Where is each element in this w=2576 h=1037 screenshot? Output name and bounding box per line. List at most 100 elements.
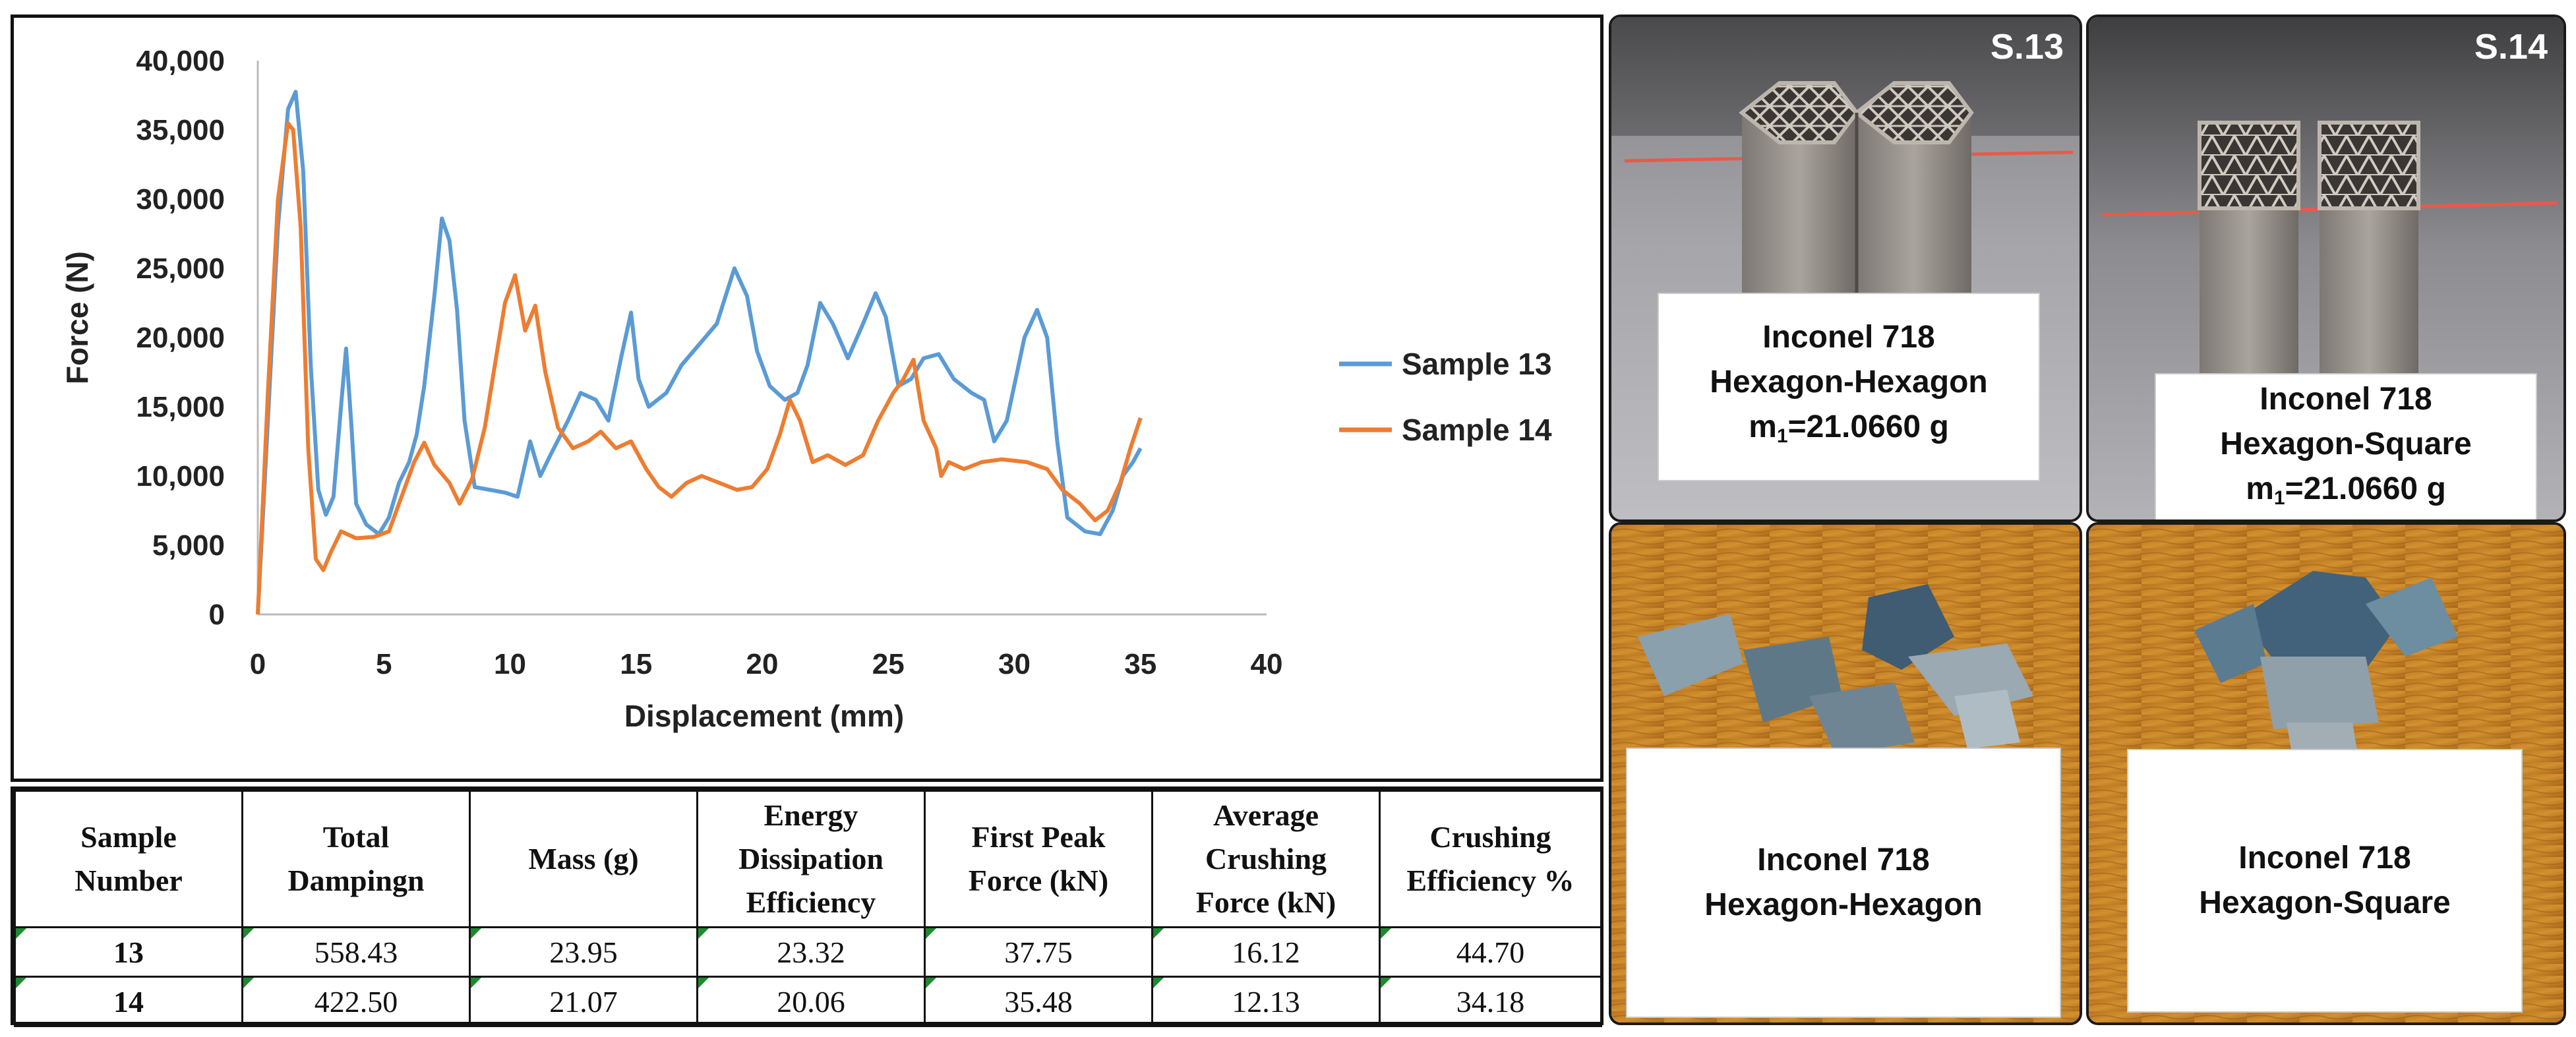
cell-corner-marker [471, 978, 481, 988]
table-cell: 16.12 [1151, 926, 1381, 978]
cell-corner-marker [16, 928, 26, 939]
cell-value: 12.13 [1232, 984, 1300, 1019]
x-tick-label: 15 [620, 648, 652, 680]
table-cell: 422.50 [241, 976, 471, 1027]
force-displacement-chart: 0 5,000 10,000 15,000 20,000 25,000 30,000 35,0… [11, 15, 1603, 782]
table-cell: 44.70 [1379, 926, 1602, 978]
label-mass: m1=21.0660 g [1749, 405, 1949, 459]
y-tick-label: 5,000 [152, 529, 225, 562]
cell-value: 35.48 [1004, 984, 1073, 1019]
y-tick-label: 20,000 [136, 322, 225, 354]
y-tick-label: 35,000 [136, 114, 225, 146]
label-geometry: Hexagon-Hexagon [1704, 887, 1983, 922]
table-body: 13 558.43 23.95 23.32 37.75 16.12 44.70 14 422.5… [14, 926, 1602, 1027]
column-header: Crushing Efficiency % [1379, 790, 1602, 928]
table-row: 14 422.50 21.07 20.06 35.48 12.13 34.18 [14, 976, 1602, 1027]
column-header-line: Efficiency % [1406, 864, 1574, 897]
mass-subscript: 1 [1776, 425, 1788, 447]
results-table: Sample Number Total Dampingn Mass (g) Energy D… [14, 790, 1602, 1027]
sample-number-cell: 13 [14, 926, 243, 978]
x-tick-label: 5 [376, 648, 392, 680]
table-row: 13 558.43 23.95 23.32 37.75 16.12 44.70 [14, 926, 1602, 978]
cell-corner-marker [698, 928, 709, 939]
x-tick-labels: 0 5 10 15 20 25 30 35 40 [250, 648, 1283, 680]
cell-corner-marker [1381, 928, 1391, 939]
cell-value: 16.12 [1232, 935, 1300, 969]
cell-value: 558.43 [314, 935, 398, 969]
cell-value: 37.75 [1004, 935, 1073, 969]
column-header: First Peak Force (kN) [924, 790, 1153, 928]
y-tick-label: 40,000 [136, 45, 225, 77]
label-box-s13-intact: Inconel 718 Hexagon-Hexagon m1=21.0660 g [1658, 293, 2040, 481]
column-header-line: Crushing [1429, 820, 1551, 854]
cell-corner-marker [243, 978, 254, 988]
photo-sample-14-intact: S.14 Inconel 718 Hexagon-Square m1=21.06… [2086, 15, 2566, 522]
sample-tag-s14: S.14 [2474, 27, 2548, 67]
y-tick-label: 10,000 [136, 460, 225, 492]
label-geometry: Hexagon-Hexagon [1710, 365, 1988, 400]
mass-subscript: 1 [2273, 487, 2285, 509]
table-cell: 23.32 [696, 926, 926, 978]
mass-symbol: m [2246, 471, 2274, 506]
cell-value: 23.95 [549, 935, 618, 969]
photo-sample-13-crushed: Inconel 718 Hexagon-Hexagon [1609, 522, 2082, 1025]
mass-symbol: m [1749, 409, 1777, 444]
column-header-line: Total [322, 820, 390, 854]
y-tick-label: 15,000 [136, 391, 225, 423]
table-cell: 558.43 [241, 926, 471, 978]
label-material: Inconel 718 [2260, 382, 2432, 417]
cell-corner-marker [243, 928, 254, 939]
table-cell: 35.48 [924, 976, 1153, 1027]
x-tick-label: 35 [1124, 648, 1156, 680]
cell-value: 34.18 [1456, 984, 1525, 1019]
column-header-line: Crushing [1205, 842, 1327, 875]
series-line-sample-14 [256, 121, 1143, 615]
mass-value: =21.0660 g [2285, 471, 2446, 506]
y-tick-label: 30,000 [136, 183, 225, 216]
label-material: Inconel 718 [1762, 320, 1935, 355]
label-box-s14-intact: Inconel 718 Hexagon-Square m1=21.0660 g [2155, 373, 2537, 519]
cell-corner-marker [1381, 978, 1391, 988]
cell-corner-marker [16, 978, 26, 988]
x-tick-label: 10 [494, 648, 526, 680]
sample-number-cell: 14 [14, 976, 243, 1027]
legend-label: Sample 14 [1402, 413, 1552, 447]
cell-value: 21.07 [549, 984, 618, 1019]
table-header-row: Sample Number Total Dampingn Mass (g) Energy D… [14, 790, 1602, 928]
column-header-line: Efficiency [746, 885, 876, 919]
column-header-line: First Peak [971, 820, 1106, 854]
column-header: Energy Dissipation Efficiency [696, 790, 926, 928]
column-header-line: Dampingn [287, 864, 425, 897]
y-tick-label: 0 [209, 599, 225, 631]
table-cell: 37.75 [924, 926, 1153, 978]
cell-value: 23.32 [777, 935, 845, 969]
column-header-line: Sample [80, 820, 177, 854]
photo-sample-14-crushed: Inconel 718 Hexagon-Square [2086, 522, 2566, 1025]
table-cell: 21.07 [469, 976, 698, 1027]
y-tick-labels: 0 5,000 10,000 15,000 20,000 25,000 30,000 35,0… [136, 45, 225, 631]
cell-corner-marker [926, 978, 936, 988]
label-box-s13-crushed: Inconel 718 Hexagon-Hexagon [1626, 748, 2061, 1018]
column-header: Sample Number [14, 790, 243, 928]
x-axis-title: Displacement (mm) [624, 699, 904, 733]
cell-value: 422.50 [314, 984, 398, 1019]
label-mass: m1=21.0660 g [2246, 467, 2446, 519]
cell-value: 13 [113, 935, 144, 969]
cell-corner-marker [698, 978, 709, 988]
x-tick-label: 20 [746, 648, 779, 680]
x-tick-label: 30 [998, 648, 1031, 680]
table-cell: 23.95 [469, 926, 698, 978]
cell-corner-marker [1153, 928, 1164, 939]
legend-label: Sample 13 [1402, 347, 1552, 381]
x-tick-label: 40 [1251, 648, 1283, 680]
series-lines [256, 90, 1143, 615]
table-cell: 20.06 [696, 976, 926, 1027]
sample-tag-s13: S.13 [1990, 27, 2064, 67]
column-header: Total Dampingn [241, 790, 471, 928]
column-header-line: Dissipation [738, 842, 884, 875]
column-header: Average Crushing Force (kN) [1151, 790, 1381, 928]
chart-svg: 0 5,000 10,000 15,000 20,000 25,000 30,000 35,0… [60, 45, 1552, 733]
x-tick-label: 25 [872, 648, 905, 680]
axes [256, 61, 1267, 616]
label-geometry: Hexagon-Square [2199, 885, 2451, 920]
